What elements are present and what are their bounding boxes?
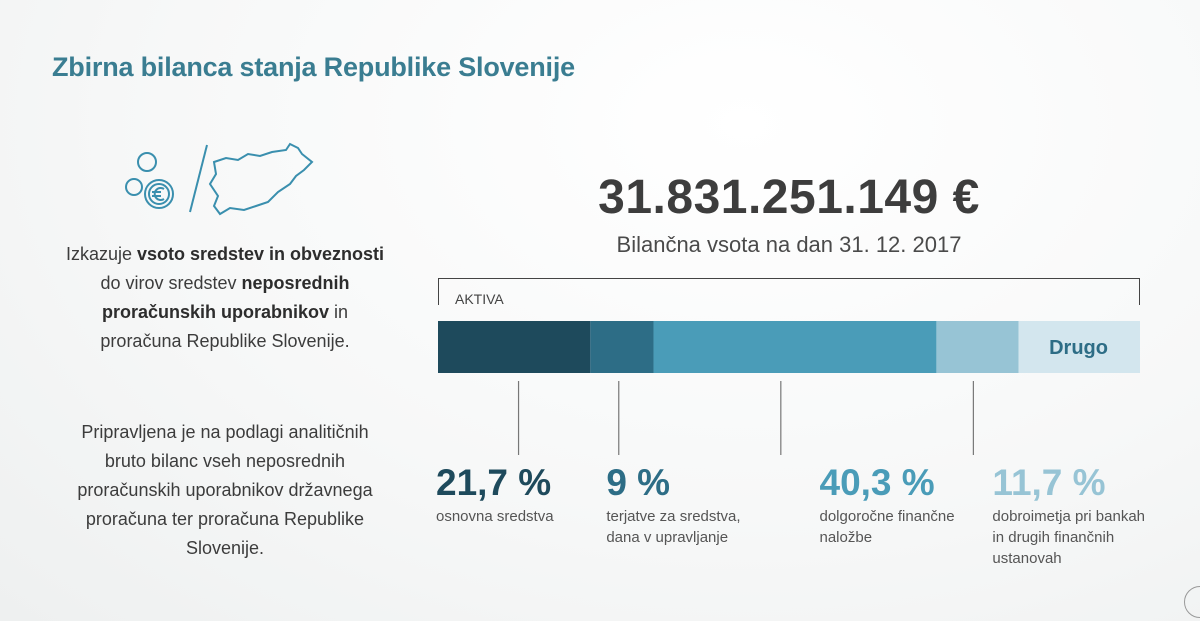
aktiva-bracket xyxy=(438,278,1140,305)
bar-segment-2 xyxy=(590,321,654,373)
category-label-2: terjatve za sredstva, dana v upravljanje xyxy=(606,508,741,546)
bar-segment-5 xyxy=(1018,321,1140,373)
balance-caption: Bilančna vsota na dan 31. 12. 2017 xyxy=(616,232,962,257)
category-label-1: osnovna sredstva xyxy=(436,508,554,525)
bar-segment-label-5: Drugo xyxy=(1049,337,1108,359)
desc-text: do virov sredstev xyxy=(100,273,242,293)
balance-total: 31.831.251.149 € xyxy=(598,171,980,224)
value-label-2: 9 % xyxy=(606,462,671,503)
value-label-3: 40,3 % xyxy=(819,462,935,503)
category-label-3: dolgoročne finančne naložbe xyxy=(819,508,955,546)
description-paragraph-1: Izkazuje vsoto sredstev in obveznosti do… xyxy=(60,240,390,356)
coins-map-illustration xyxy=(118,140,318,220)
coins-icon xyxy=(125,142,314,216)
aktiva-label: AKTIVA xyxy=(455,291,504,307)
page-title: Zbirna bilanca stanja Republike Slovenij… xyxy=(52,52,575,82)
bar-segment-4 xyxy=(936,321,1019,373)
description-paragraph-2: Pripravljena je na podlagi analitičnih b… xyxy=(77,422,373,558)
value-label-4: 11,7 % xyxy=(992,462,1106,503)
desc-bold: vsoto sredstev in obveznosti xyxy=(136,244,385,264)
category-label-4: dobroimetja pri bankah in drugih finančn… xyxy=(992,508,1145,567)
bar-segment-1 xyxy=(438,321,591,373)
desc-text: Izkazuje xyxy=(65,244,137,264)
bar-segment-3 xyxy=(653,321,937,373)
desc-bold: neposrednih proračunskih uporabnikov xyxy=(101,273,350,322)
desc-text: in proračuna Republike Slovenije. xyxy=(100,302,350,351)
value-label-1: 21,7 % xyxy=(436,462,552,503)
